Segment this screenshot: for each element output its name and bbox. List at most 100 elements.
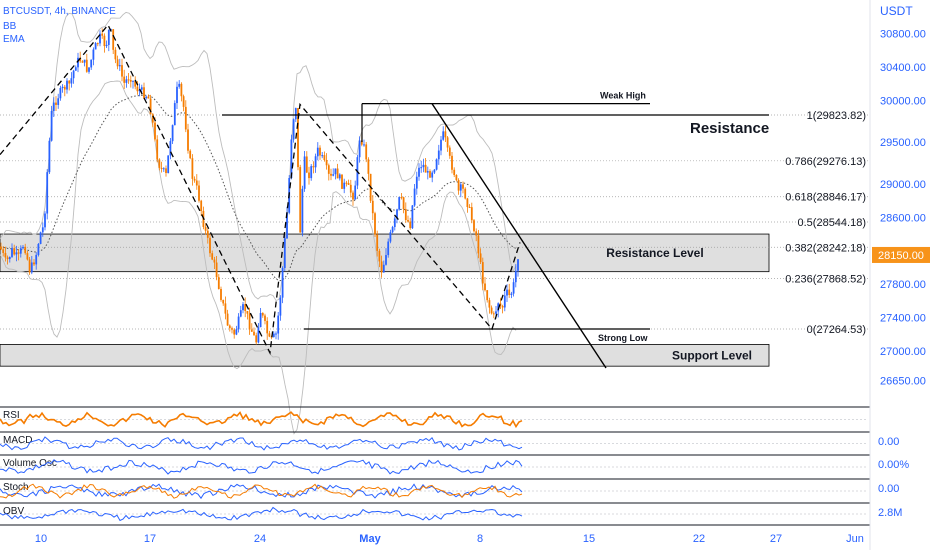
bb-indicator-label[interactable]: BB <box>3 21 17 32</box>
candle-body <box>257 327 260 343</box>
pane-title: RSI <box>3 410 20 421</box>
candle-body <box>129 80 132 82</box>
candle-body <box>503 295 506 308</box>
candle-body <box>429 171 431 178</box>
pane-value: 0.00% <box>878 459 909 471</box>
price-axis[interactable]: USDT 30800.00 30400.00 30000.00 29500.00 2900… <box>872 4 930 387</box>
candle-body <box>292 119 295 140</box>
fib-level-label: 0.786(29276.13) <box>785 156 866 168</box>
candle-body <box>151 114 154 123</box>
candle-body <box>72 70 75 79</box>
price-axis-currency: USDT <box>880 4 913 18</box>
candle-body <box>387 241 390 256</box>
candle-body <box>147 96 150 99</box>
candle-body <box>508 289 511 295</box>
pane-title: MACD <box>3 435 32 446</box>
price-tick-label: 26650.00 <box>880 375 926 387</box>
candle-body <box>160 167 163 169</box>
candle-body <box>167 155 170 174</box>
candle-body <box>85 59 88 72</box>
candle-body <box>281 267 284 298</box>
candle-body <box>286 212 288 239</box>
candle-body <box>121 65 123 77</box>
candle-body <box>376 234 379 251</box>
candle-body <box>332 174 335 176</box>
zone-layer: Resistance Level Support Level <box>0 233 770 367</box>
candle-body <box>492 313 495 315</box>
candle-body <box>264 315 266 321</box>
candle-body <box>187 129 189 151</box>
candle-body <box>486 290 489 301</box>
candle-body <box>154 122 156 140</box>
fib-level-label: 0.5(28544.18) <box>798 217 867 229</box>
candle-body <box>347 183 350 185</box>
candle-body <box>242 304 244 311</box>
candle-body <box>11 248 13 257</box>
candle-body <box>290 139 293 178</box>
candle-body <box>228 325 231 329</box>
candle-body <box>145 96 148 99</box>
weak-high-label: Weak High <box>600 91 646 101</box>
candle-body <box>162 168 165 170</box>
candle-body <box>327 165 330 174</box>
candle-body <box>391 227 394 233</box>
symbol-header[interactable]: BTCUSDT, 4h, BINANCE <box>3 6 116 17</box>
candle-body <box>169 141 172 156</box>
candle-body <box>35 254 38 265</box>
candle-body <box>446 137 449 148</box>
candle-body <box>37 243 40 255</box>
candle-body <box>448 147 451 156</box>
candle-body <box>215 262 218 278</box>
fib-level-label: 1(29823.82) <box>807 110 866 122</box>
candle-body <box>477 235 480 254</box>
candle-body <box>299 167 302 233</box>
candle-body <box>200 200 203 211</box>
support-level-label: Support Level <box>672 348 752 362</box>
candle-body <box>198 185 200 201</box>
candle-body <box>217 277 220 289</box>
current-price-label: 28150.00 <box>878 250 924 262</box>
candle-body <box>165 168 167 174</box>
candle-body <box>171 125 174 142</box>
candle-body <box>517 259 519 271</box>
candle-body <box>382 264 385 273</box>
candle-body <box>393 218 396 228</box>
candle-body <box>352 192 354 200</box>
candle-body <box>321 155 324 157</box>
candle-body <box>46 172 49 214</box>
time-axis[interactable]: 10 17 24 May 8 15 22 27 Jun <box>35 533 864 545</box>
time-tick-label: 27 <box>770 533 782 545</box>
candle-body <box>138 89 141 92</box>
candle-body <box>402 197 405 210</box>
candle-body <box>149 98 152 115</box>
candle-body <box>389 232 392 242</box>
candle-body <box>235 329 238 335</box>
candle-body <box>400 197 403 199</box>
candle-body <box>143 87 145 99</box>
candle-body <box>30 262 33 273</box>
candle-body <box>459 184 462 191</box>
ema-indicator-label[interactable]: EMA <box>3 34 25 45</box>
candle-body <box>55 102 57 105</box>
candle-body <box>455 175 458 181</box>
candle-body <box>255 335 258 343</box>
candle-body <box>90 59 93 68</box>
candle-body <box>189 150 192 159</box>
candle-body <box>105 44 108 47</box>
candle-body <box>74 67 77 71</box>
stoch-signal-line <box>0 483 523 499</box>
candle-body <box>206 230 209 238</box>
candle-body <box>325 160 328 166</box>
candle-body <box>176 86 178 104</box>
candle-body <box>374 213 376 235</box>
candle-body <box>63 86 66 90</box>
candle-body <box>415 176 418 189</box>
price-tick-label: 30400.00 <box>880 62 926 74</box>
fib-level-label: 0.382(28242.18) <box>785 242 866 254</box>
candle-body <box>330 173 332 176</box>
candle-body <box>24 246 27 254</box>
candle-body <box>13 248 16 255</box>
candle-body <box>488 300 491 308</box>
